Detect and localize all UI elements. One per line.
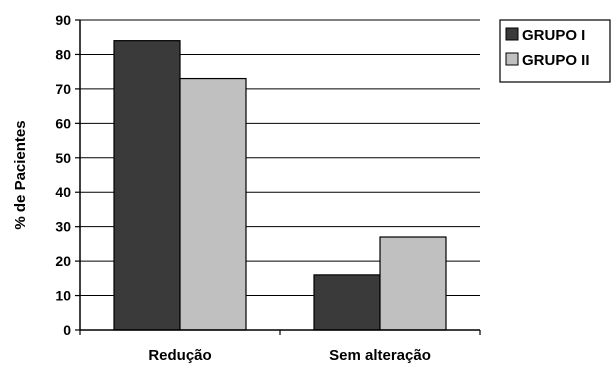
x-tick-labels: Redução Sem alteração	[79, 330, 481, 364]
y-tick-label: 40	[55, 184, 71, 200]
legend-swatch	[505, 52, 519, 66]
y-tick-label: 60	[55, 115, 71, 131]
y-tick-label: 30	[55, 219, 71, 235]
y-tick-label: 50	[55, 150, 71, 166]
legend-label: GRUPO II	[522, 52, 590, 69]
x-tick-label: Sem alteração	[329, 347, 431, 364]
legend-label: GRUPO I	[522, 27, 585, 44]
bar-grupo-ii-0	[179, 77, 247, 331]
x-tick-label: Redução	[148, 347, 211, 364]
y-tick-label: 10	[55, 288, 71, 304]
y-tick-label: 70	[55, 81, 71, 97]
legend: GRUPO I GRUPO II	[499, 19, 611, 83]
y-axis-label: % de Pacientes	[12, 120, 29, 229]
bars	[113, 40, 447, 331]
y-tick-label: 20	[55, 253, 71, 269]
y-tick-labels: 0 10 20 30 40 50 60 70 80 90	[55, 12, 80, 338]
y-tick-label: 80	[55, 46, 71, 62]
y-tick-label: 0	[63, 322, 71, 338]
bar-grupo-ii-1	[379, 236, 447, 331]
bar-grupo-i-0	[113, 40, 181, 331]
bar-grupo-i-1	[313, 274, 381, 331]
y-tick-label: 90	[55, 12, 71, 28]
legend-swatch	[505, 27, 519, 41]
